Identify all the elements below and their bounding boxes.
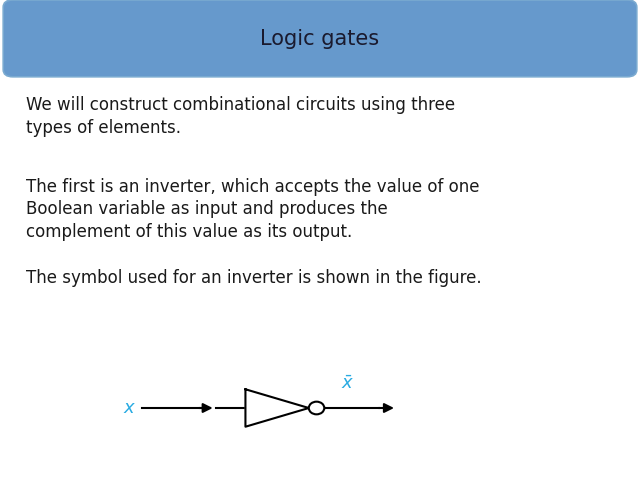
Text: $x$: $x$ <box>123 399 136 417</box>
FancyBboxPatch shape <box>3 0 637 77</box>
Text: Logic gates: Logic gates <box>260 29 380 49</box>
Text: The first is an inverter, which accepts the value of one
Boolean variable as inp: The first is an inverter, which accepts … <box>26 178 479 241</box>
Text: $\bar{x}$: $\bar{x}$ <box>341 374 354 393</box>
Polygon shape <box>246 389 309 427</box>
Text: The symbol used for an inverter is shown in the figure.: The symbol used for an inverter is shown… <box>26 269 481 287</box>
Text: We will construct combinational circuits using three
types of elements.: We will construct combinational circuits… <box>26 96 455 137</box>
Circle shape <box>308 402 324 414</box>
